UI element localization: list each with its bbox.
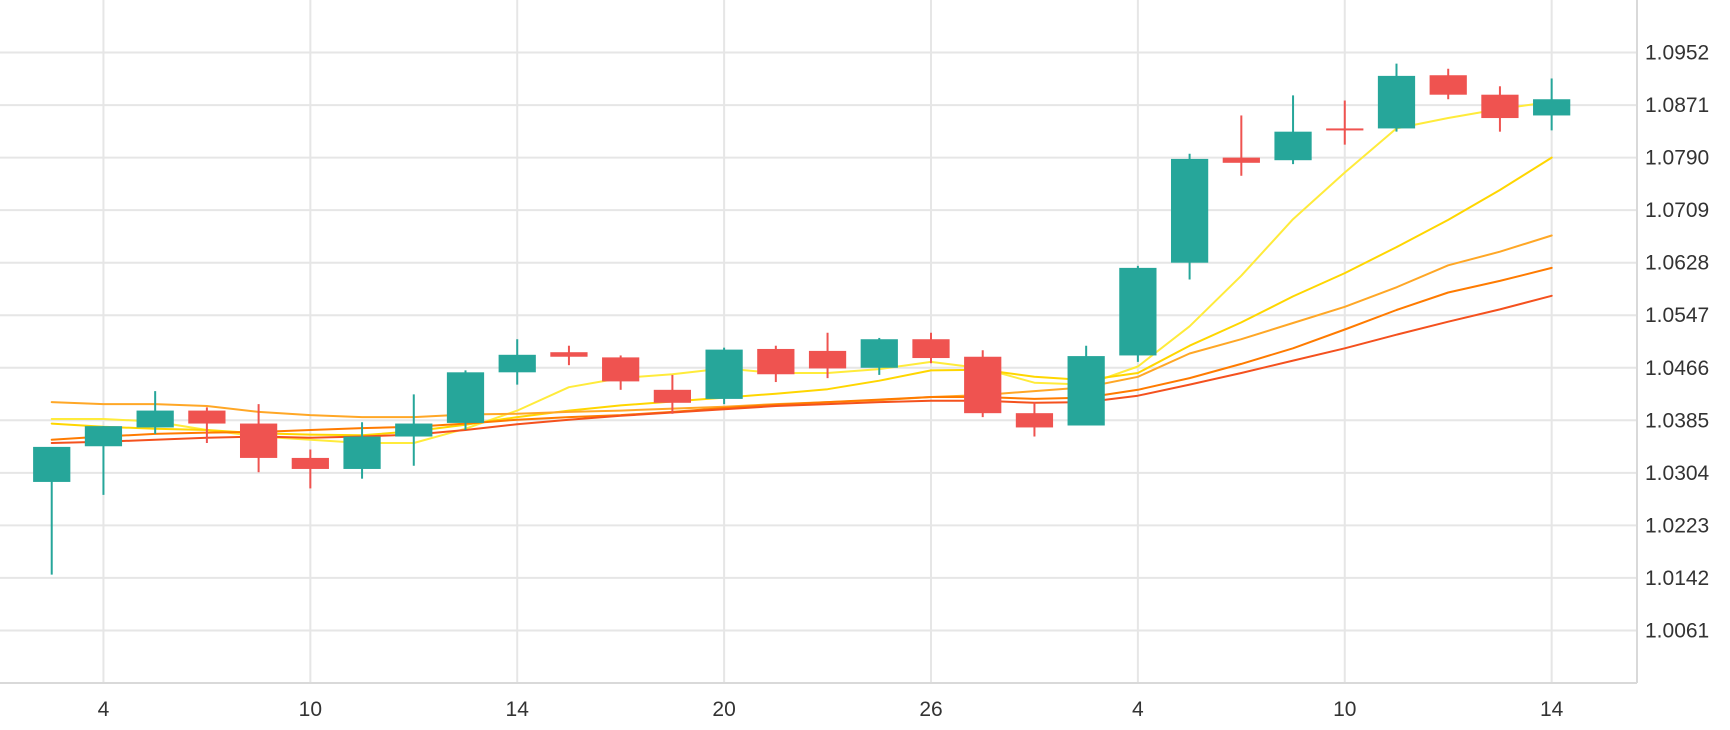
candle-bullish: [136, 391, 174, 434]
candle-bearish: [550, 345, 588, 366]
candle-bearish: [808, 332, 847, 379]
y-tick-label: 1.0142: [1645, 567, 1709, 590]
candle-body: [1067, 356, 1105, 426]
x-tick-label: 20: [712, 698, 735, 721]
candle-bearish: [1015, 402, 1054, 437]
candle-body: [1222, 157, 1260, 163]
axes: 1.0952 1.0871 1.0790 1.0709 1.0628 1.0547 1.04…: [0, 0, 1710, 721]
candle-body: [239, 423, 278, 458]
candle-bearish: [239, 404, 278, 473]
y-tick-label: 1.0871: [1645, 94, 1709, 117]
candle-body: [964, 356, 1002, 414]
y-tick-label: 1.0385: [1645, 409, 1709, 432]
candle-bullish: [1274, 95, 1312, 165]
candle-body: [757, 348, 795, 375]
candle-body: [1274, 131, 1312, 161]
candle-bearish: [964, 350, 1002, 418]
x-tick-label: 14: [506, 698, 530, 721]
candle-bullish: [446, 370, 485, 431]
y-tick-label: 1.0223: [1645, 514, 1709, 537]
candle-body: [343, 436, 381, 469]
candle-body: [602, 357, 640, 382]
candle-bullish: [343, 422, 381, 479]
candles: [33, 63, 1571, 575]
candle-body: [653, 389, 692, 403]
candle-bullish: [1533, 78, 1571, 131]
y-tick-label: 1.0547: [1645, 304, 1709, 327]
candle-body: [1015, 413, 1054, 428]
moving-average-lines: [50, 100, 1553, 444]
moving-average-line-5: [50, 294, 1553, 444]
candle-bullish: [1170, 153, 1209, 280]
candle-body: [808, 350, 847, 369]
y-tick-label: 1.0952: [1645, 42, 1709, 65]
x-tick-label: 4: [98, 698, 110, 721]
candle-body: [550, 352, 588, 357]
candle-body: [84, 426, 123, 447]
y-tick-label: 1.0061: [1645, 619, 1709, 642]
y-tick-label: 1.0709: [1645, 199, 1709, 222]
candle-body: [1481, 94, 1519, 119]
candle-body: [188, 410, 226, 424]
x-tick-label: 10: [299, 698, 322, 721]
candle-body: [395, 423, 433, 437]
moving-average-line-1: [50, 100, 1553, 444]
candle-bearish: [912, 332, 950, 364]
candle-bullish: [1067, 345, 1105, 426]
candle-bearish: [291, 449, 329, 489]
candle-body: [1119, 267, 1157, 356]
candle-bearish: [1429, 68, 1467, 100]
x-tick-label: 4: [1132, 698, 1144, 721]
x-tick-label: 14: [1540, 698, 1564, 721]
y-tick-label: 1.0304: [1645, 462, 1710, 485]
y-tick-label: 1.0466: [1645, 357, 1709, 380]
candle-bullish: [860, 337, 898, 375]
candle-body: [446, 372, 485, 423]
candle-bullish: [1119, 265, 1157, 362]
candle-body: [705, 349, 743, 399]
candle-bullish: [84, 426, 123, 495]
candle-body: [1429, 75, 1467, 95]
candle-bearish: [1481, 86, 1519, 132]
candle-bearish: [188, 407, 226, 444]
candle-body: [33, 446, 71, 482]
candle-bearish: [1222, 115, 1260, 176]
candle-body: [1326, 128, 1364, 131]
candle-bullish: [498, 339, 536, 385]
y-tick-label: 1.0628: [1645, 252, 1709, 275]
candle-bullish: [33, 446, 71, 575]
candle-bearish: [757, 345, 795, 383]
candle-body: [498, 354, 536, 373]
candle-bullish: [705, 347, 743, 405]
candle-body: [291, 457, 329, 469]
candle-body: [1533, 99, 1571, 116]
candle-bearish: [653, 374, 692, 414]
candle-bullish: [395, 394, 433, 466]
candle-body: [136, 410, 174, 428]
moving-average-line-4: [50, 266, 1553, 441]
y-tick-label: 1.0790: [1645, 147, 1709, 170]
candle-bearish: [1326, 100, 1364, 145]
candle-body: [860, 339, 898, 368]
x-tick-label: 26: [919, 698, 942, 721]
x-tick-label: 10: [1333, 698, 1356, 721]
candle-bearish: [602, 355, 640, 390]
candle-body: [912, 339, 950, 359]
moving-average-line-2: [50, 156, 1553, 437]
candle-bullish: [1377, 63, 1416, 132]
candle-body: [1170, 158, 1209, 263]
candle-body: [1377, 75, 1416, 129]
